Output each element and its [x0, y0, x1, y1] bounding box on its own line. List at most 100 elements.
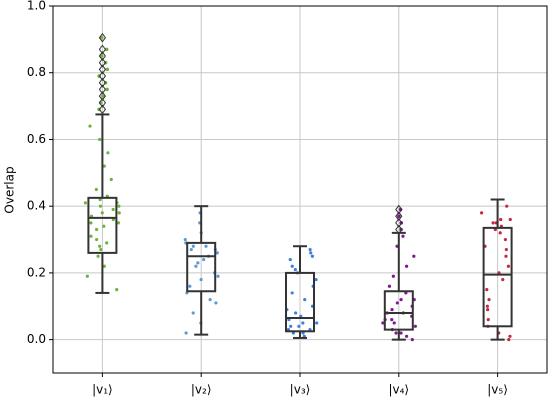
- strip-point: [506, 264, 511, 268]
- y-tick-label: 0.0: [27, 332, 46, 346]
- strip-point: [410, 338, 414, 342]
- box: [285, 271, 315, 333]
- flier: [98, 104, 107, 115]
- flier: [98, 64, 107, 75]
- strip-point: [503, 237, 507, 242]
- strip-point: [289, 324, 293, 328]
- flier: [98, 44, 107, 55]
- strip-point: [381, 321, 385, 325]
- strip-point: [189, 247, 193, 252]
- strip-point: [486, 308, 490, 312]
- strip-point: [290, 264, 294, 268]
- strip-point: [102, 164, 106, 168]
- strip-point: [504, 254, 508, 258]
- plot-frame: [52, 5, 548, 374]
- strip-point: [498, 231, 502, 235]
- strip-point: [106, 151, 110, 155]
- strip-point: [100, 211, 104, 215]
- strip-point: [105, 87, 109, 92]
- strip-point: [392, 321, 396, 325]
- strip-point: [99, 247, 103, 252]
- strip-point: [111, 207, 115, 212]
- strip-point: [387, 284, 392, 288]
- flier: [98, 84, 107, 95]
- strip-point: [94, 187, 98, 192]
- strip-point: [88, 124, 92, 128]
- strip-point: [199, 277, 203, 282]
- strip-point: [501, 277, 505, 282]
- strip-point: [194, 264, 198, 268]
- strip-point: [96, 254, 100, 258]
- x-tick-label: |v₂⟩: [191, 383, 212, 397]
- strip-point: [95, 237, 99, 242]
- y-tick-label: 0.4: [27, 199, 46, 213]
- strip-point: [89, 221, 93, 225]
- strip-point: [390, 318, 394, 322]
- strip-point: [508, 217, 512, 222]
- strip-point: [188, 284, 192, 288]
- strip-point: [98, 244, 102, 248]
- strip-point: [216, 274, 220, 278]
- strip-point: [397, 214, 401, 218]
- flier: [395, 224, 403, 235]
- strip-point: [301, 321, 305, 325]
- flier: [98, 97, 107, 108]
- x-tick-label: |v₁⟩: [92, 383, 113, 397]
- box: [186, 241, 217, 293]
- strip-point: [117, 211, 121, 215]
- y-tick-label: 1.0: [27, 0, 46, 13]
- strip-point: [102, 264, 106, 268]
- strip-point: [399, 298, 403, 302]
- strip-point: [315, 321, 319, 325]
- strip-point: [413, 324, 417, 328]
- strip-point: [310, 254, 314, 258]
- x-tick-label: |v₅⟩: [487, 383, 508, 397]
- strip-point: [204, 244, 208, 248]
- y-tick-label: 0.2: [27, 265, 46, 279]
- flier: [98, 71, 107, 81]
- strip-point: [480, 211, 484, 215]
- strip-point: [508, 334, 512, 338]
- strip-point: [391, 274, 395, 278]
- strip-point: [89, 234, 93, 238]
- flier: [395, 218, 403, 228]
- strip-point: [184, 331, 188, 335]
- flier: [395, 204, 403, 215]
- strip-point: [191, 311, 195, 315]
- flier: [98, 51, 107, 61]
- strip-point: [290, 291, 294, 295]
- strip-point: [215, 251, 219, 255]
- flier: [98, 77, 107, 88]
- box: [87, 196, 118, 254]
- strip-point: [105, 67, 110, 72]
- flier: [395, 211, 403, 222]
- strip-point: [98, 204, 103, 208]
- strip-point: [486, 318, 490, 322]
- strip-point: [100, 94, 105, 98]
- x-tick-label: |v₄⟩: [388, 383, 409, 397]
- strip-point: [293, 267, 297, 272]
- strip-point: [117, 204, 121, 208]
- strip-point: [504, 247, 508, 252]
- strip-point: [183, 237, 187, 242]
- strip-point: [487, 298, 491, 302]
- strip-point: [499, 217, 503, 222]
- strip-point: [105, 241, 109, 245]
- strip-point: [405, 334, 409, 338]
- strip-point: [491, 221, 495, 225]
- strip-point: [98, 137, 102, 142]
- strip-point: [288, 257, 292, 262]
- strip-point: [208, 298, 212, 302]
- strip-point: [507, 338, 511, 342]
- strip-point: [390, 308, 394, 312]
- strip-point: [395, 301, 399, 305]
- y-tick-label: 0.8: [27, 65, 46, 79]
- strip-point: [85, 274, 89, 278]
- strip-point: [83, 201, 88, 205]
- strip-point: [202, 257, 206, 262]
- strip-point: [109, 177, 113, 182]
- strip-point: [94, 227, 99, 232]
- x-tick-label: |v₃⟩: [290, 383, 311, 397]
- flier: [98, 57, 107, 68]
